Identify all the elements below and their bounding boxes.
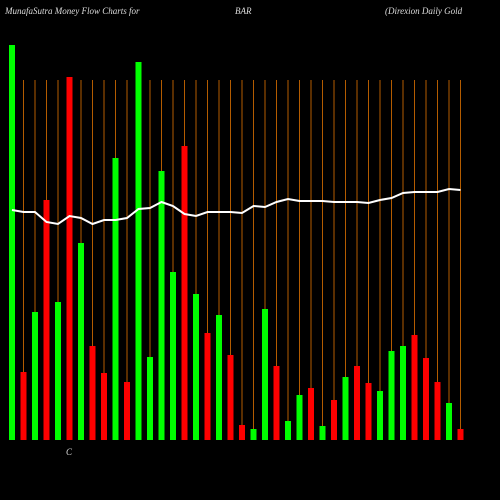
bar: [319, 426, 326, 440]
bar: [308, 388, 314, 440]
bar: [296, 395, 303, 440]
bar: [32, 312, 38, 440]
bar: [55, 302, 61, 440]
bar: [457, 429, 464, 440]
bar: [400, 346, 406, 440]
bar: [147, 357, 153, 440]
bar: [354, 366, 360, 440]
bar: [411, 335, 418, 440]
bar: [204, 333, 211, 440]
bar: [273, 366, 280, 440]
bar: [285, 421, 291, 440]
chart-subtitle: BAR: [235, 6, 252, 16]
bar: [239, 425, 245, 440]
bar: [124, 382, 130, 440]
bar: [112, 158, 119, 440]
bar: [216, 315, 222, 440]
bar: [434, 382, 441, 440]
bar: [193, 294, 199, 440]
bar: [89, 346, 96, 440]
chart-title: MunafaSutra Money Flow Charts for: [4, 6, 140, 16]
bar: [170, 272, 176, 440]
bar: [101, 373, 107, 440]
bar: [66, 77, 73, 440]
bar: [20, 372, 27, 440]
bar: [78, 243, 84, 440]
bar: [9, 45, 15, 440]
bar: [446, 403, 452, 440]
chart-caption: (Direxion Daily Gold: [385, 6, 463, 16]
bar: [365, 383, 372, 440]
bar: [158, 171, 165, 440]
bar: [43, 200, 50, 440]
bar: [423, 358, 429, 440]
bar: [342, 377, 349, 440]
bar: [331, 400, 337, 440]
bar: [262, 309, 268, 440]
annotation: C: [66, 447, 73, 457]
bar: [181, 146, 188, 440]
bar: [377, 391, 383, 440]
bar: [250, 429, 257, 440]
bar: [227, 355, 234, 440]
money-flow-line: [11, 187, 461, 226]
bar: [388, 351, 395, 440]
bar: [135, 62, 142, 440]
